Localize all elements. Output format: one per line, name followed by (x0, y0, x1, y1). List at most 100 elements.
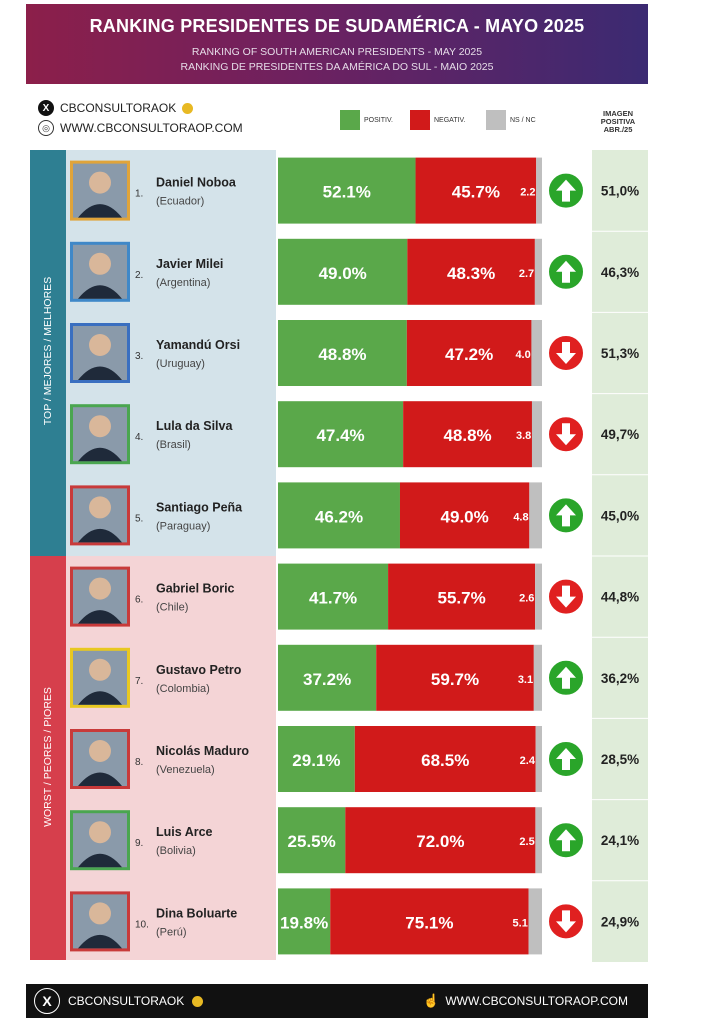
value-negative: 48.8% (443, 426, 491, 445)
rank-number: 4. (135, 432, 143, 443)
bar-nsnc (536, 157, 542, 224)
previous-image-value: 49,7% (601, 427, 639, 442)
brand-handle: CBCONSULTORAOK (60, 101, 177, 115)
bar-negative (330, 888, 529, 955)
rank-number: 2. (135, 270, 143, 281)
legend-positive-label: POSITIV. (364, 116, 393, 124)
portrait-head (89, 740, 111, 762)
portrait-head (89, 415, 111, 438)
portrait-body (78, 528, 122, 543)
bar-negative (403, 401, 532, 468)
value-positive: 52.1% (323, 183, 371, 202)
bar-positive (278, 401, 404, 468)
bar-nsnc (535, 563, 542, 630)
image-column-header: IMAGEN POSITIVA ABR./25 (600, 109, 636, 134)
rank-number: 10. (135, 919, 149, 930)
value-nsnc: 2.2 (520, 187, 535, 199)
bar-negative (388, 563, 536, 630)
bar-negative (407, 238, 535, 305)
value-nsnc: 4.0 (515, 349, 530, 361)
bar-positive (278, 644, 377, 711)
value-positive: 29.1% (292, 751, 340, 770)
value-nsnc: 2.5 (519, 836, 534, 848)
bar-positive (278, 563, 389, 630)
rank-number: 7. (135, 676, 143, 687)
worst-band: WORST / PEORES / PIORES (30, 556, 66, 960)
verified-badge-icon (182, 102, 194, 114)
bar-nsnc (534, 238, 542, 305)
legend-nsnc-label: NS / NC (510, 116, 536, 124)
value-negative: 49.0% (441, 507, 489, 526)
president-country: (Perú) (156, 926, 187, 938)
footer-handle-text: CBCONSULTORAOK (68, 994, 185, 1008)
president-country: (Ecuador) (156, 196, 204, 208)
value-negative: 47.2% (445, 345, 493, 364)
portrait-body (78, 934, 122, 949)
value-negative: 45.7% (452, 183, 500, 202)
president-country: (Argentina) (156, 277, 210, 289)
portrait-body (78, 366, 122, 380)
arrow-up-glyph (556, 179, 576, 202)
arrow-down-glyph (556, 423, 576, 446)
brand-website-row: ◎ WWW.CBCONSULTORAOP.COM (38, 120, 243, 136)
portrait-body (78, 447, 122, 462)
president-name: Nicolás Maduro (156, 744, 249, 758)
value-nsnc: 5.1 (513, 917, 528, 929)
value-nsnc: 2.6 (519, 593, 534, 605)
bar-nsnc (535, 807, 542, 874)
portrait-head (89, 577, 111, 600)
brand-handle-row: X CBCONSULTORAOK (38, 100, 194, 116)
bar-negative (415, 157, 537, 224)
bar-negative (345, 807, 536, 874)
portrait-body (78, 610, 122, 624)
value-nsnc: 2.4 (520, 755, 536, 767)
portrait-head (89, 496, 111, 519)
president-name: Yamandú Orsi (156, 338, 240, 352)
x-logo-icon: X (34, 988, 60, 1014)
page-title: RANKING PRESIDENTES DE SUDAMÉRICA - MAYO… (89, 16, 585, 36)
previous-image-value: 36,2% (601, 671, 639, 686)
arrow-up-glyph (556, 829, 576, 852)
portrait-head (89, 171, 111, 194)
portrait-body (78, 853, 122, 868)
portrait-body (78, 772, 122, 786)
rank-number: 8. (135, 757, 143, 768)
arrow-up-glyph (556, 666, 576, 689)
president-country: (Colombia) (156, 683, 210, 695)
president-country: (Venezuela) (156, 764, 215, 776)
legend-nsnc-swatch (486, 110, 506, 130)
value-positive: 37.2% (303, 670, 351, 689)
arrow-up-glyph (556, 260, 576, 283)
footer-website-text: WWW.CBCONSULTORAOP.COM (445, 994, 628, 1008)
bar-negative (354, 726, 536, 792)
president-name: Javier Milei (156, 257, 223, 271)
value-positive: 49.0% (319, 264, 367, 283)
rank-number: 6. (135, 595, 143, 606)
brand-website: WWW.CBCONSULTORAOP.COM (60, 121, 243, 135)
president-name: Gabriel Boric (156, 582, 235, 596)
bar-positive (278, 726, 355, 792)
president-name: Daniel Noboa (156, 176, 237, 190)
president-country: (Chile) (156, 602, 188, 614)
legend-negative-swatch (410, 110, 430, 130)
value-negative: 55.7% (438, 589, 486, 608)
president-country: (Paraguay) (156, 520, 210, 532)
value-nsnc: 3.8 (516, 430, 531, 442)
arrow-up-glyph (556, 504, 576, 527)
president-name: Santiago Peña (156, 500, 243, 514)
bar-positive (278, 157, 416, 224)
legend-nsnc: NS / NC (486, 110, 536, 130)
bar-positive (278, 888, 331, 955)
legend-negative-label: NEGATIV. (434, 116, 466, 124)
president-country: (Bolivia) (156, 845, 196, 857)
header-banner: RANKING PRESIDENTES DE SUDAMÉRICA - MAYO… (26, 4, 648, 84)
top-band: TOP / MEJORES / MELHORES (30, 150, 66, 556)
portrait-head (89, 658, 111, 681)
bar-nsnc (531, 401, 542, 468)
value-negative: 59.7% (431, 670, 479, 689)
bar-positive (278, 482, 400, 549)
value-positive: 46.2% (315, 507, 363, 526)
president-name: Gustavo Petro (156, 663, 242, 677)
president-country: (Uruguay) (156, 358, 205, 370)
